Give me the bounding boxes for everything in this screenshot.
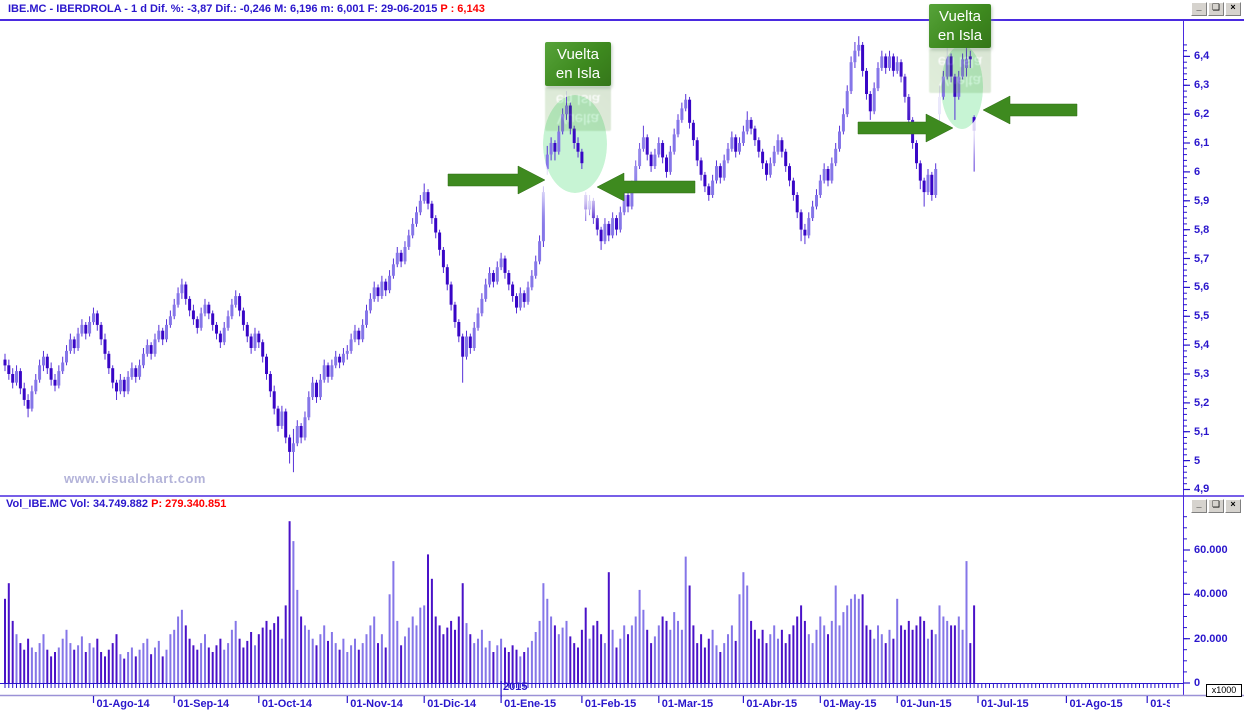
date-axis-label: 01-Nov-14 — [350, 698, 403, 710]
restore-icon[interactable]: ❏ — [1208, 2, 1224, 16]
date-axis-label: 01-Ago-15 — [1069, 698, 1123, 710]
volume-axis-label: 0 — [1194, 677, 1201, 689]
volume-multiplier-badge: x1000 — [1206, 684, 1242, 697]
instrument-info-text: IBE.MC - IBERDROLA - 1 d Dif. %: -3,87 D… — [8, 3, 438, 15]
price-axis-label: 5,9 — [1194, 194, 1210, 207]
island-label-reflection: Vuelta en Isla — [545, 87, 611, 131]
date-axis-label: 01-Oct-14 — [261, 698, 312, 710]
price-axis-label: 6,1 — [1194, 137, 1210, 150]
island-reversal-label: Vuelta en Isla — [545, 42, 611, 86]
date-axis-label: 01-Jun-15 — [900, 698, 952, 710]
date-axis-label: 01-Feb-15 — [584, 698, 637, 710]
price-pane-window-controls: _ ❏ × — [1191, 2, 1241, 16]
price-axis-label: 5,3 — [1194, 368, 1210, 380]
price-axis-label: 6,3 — [1194, 79, 1210, 92]
minimize-icon[interactable]: _ — [1191, 499, 1207, 513]
last-price-text: P : 6,143 — [440, 3, 485, 15]
volume-axis-label: 60.000 — [1194, 543, 1228, 556]
date-axis-label: 01-Ago-14 — [96, 698, 150, 710]
date-axis-label: 01-May-15 — [823, 698, 877, 710]
volume-pane-header: Vol_IBE.MC Vol: 34.749.882 P: 279.340.85… — [6, 498, 226, 510]
price-axis-label: 5,6 — [1194, 281, 1210, 294]
price-axis-label: 6,2 — [1194, 108, 1210, 121]
minimize-icon[interactable]: _ — [1191, 2, 1207, 16]
volume-position-text: P: 279.340.851 — [151, 498, 227, 510]
price-axis-label: 5,1 — [1194, 425, 1210, 438]
date-axis-label: 01-Jul-15 — [980, 698, 1029, 710]
date-axis-label: 01-Dic-14 — [427, 698, 477, 710]
date-axis-label: 01-Mar-15 — [661, 698, 714, 710]
island-label-reflection: Vuelta en Isla — [929, 49, 991, 93]
restore-icon[interactable]: ❏ — [1208, 499, 1224, 513]
instrument-title: IBE.MC - IBERDROLA - 1 d Dif. %: -3,87 D… — [8, 3, 485, 15]
volume-axis-label: 20.000 — [1194, 632, 1228, 645]
price-axis-label: 4,9 — [1194, 483, 1210, 494]
volume-pane-window-controls: _ ❏ × — [1191, 499, 1241, 513]
price-axis-label: 5 — [1194, 454, 1201, 467]
year-marker: 2015 — [503, 681, 528, 693]
volume-axis-label: 40.000 — [1194, 588, 1228, 601]
price-axis-label: 5,4 — [1194, 339, 1210, 352]
island-reversal-label: Vuelta en Isla — [929, 4, 991, 48]
price-axis[interactable]: 6,4 6,3 6,2 6,1 6 5,9 5,8 5,7 5,6 5,5 5,4 5,3 5,2 5,1… — [1183, 21, 1244, 494]
price-axis-label: 5,8 — [1194, 223, 1210, 236]
watermark: www.visualchart.com — [64, 471, 206, 486]
date-axis-label: 01-Sep-15 — [1150, 698, 1170, 710]
price-axis-label: 5,5 — [1194, 310, 1210, 323]
date-axis-label: 01-Ene-15 — [504, 698, 557, 710]
date-axis[interactable]: 01-Ago-14 01-Sep-14 01-Oct-14 01-Nov-14 01-D… — [0, 695, 1170, 719]
island-highlight-ellipse — [543, 95, 607, 193]
price-axis-label: 5,7 — [1194, 252, 1210, 265]
date-axis-label: 01-Sep-14 — [177, 698, 230, 710]
close-icon[interactable]: × — [1225, 2, 1241, 16]
price-axis-label: 6 — [1194, 165, 1201, 178]
close-icon[interactable]: × — [1225, 499, 1241, 513]
price-axis-label: 5,2 — [1194, 396, 1210, 409]
volume-axis[interactable]: 60.000 40.000 20.000 0 — [1183, 497, 1244, 695]
volume-info-text: Vol_IBE.MC Vol: 34.749.882 — [6, 498, 149, 510]
date-axis-label: 01-Abr-15 — [746, 698, 798, 710]
price-axis-label: 6,4 — [1194, 50, 1210, 63]
